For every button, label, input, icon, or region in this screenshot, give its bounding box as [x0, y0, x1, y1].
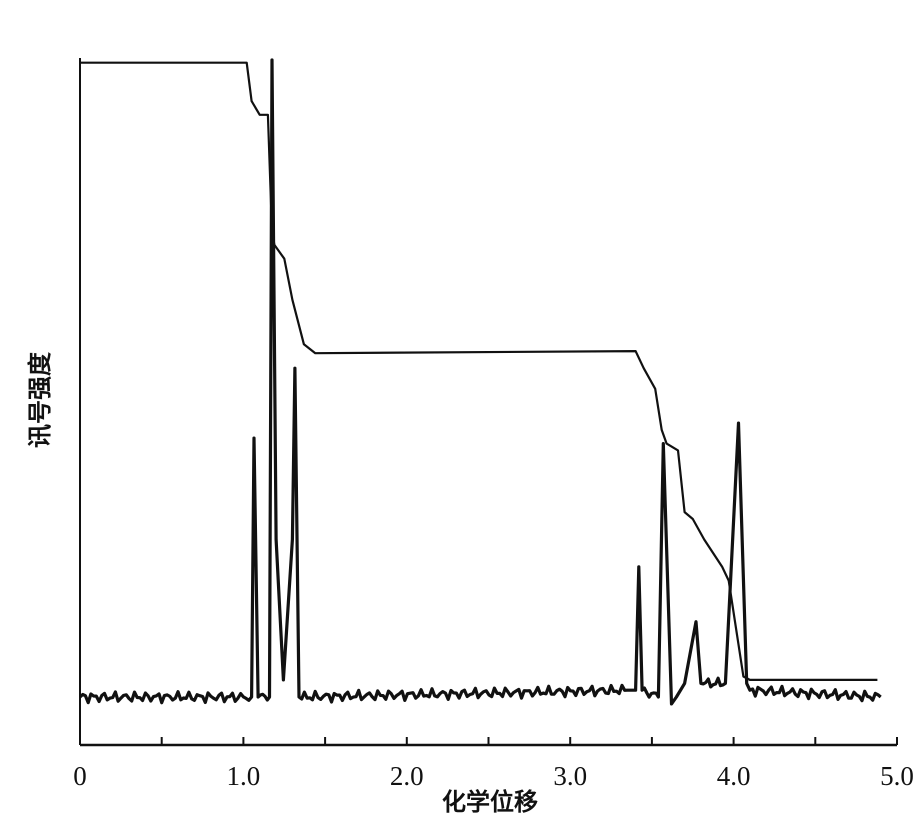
- spectrum-trace: [78, 58, 882, 706]
- y-axis-label: 讯号强度: [26, 351, 54, 448]
- x-tick-label: 4.0: [717, 761, 751, 791]
- x-tick-label: 3.0: [553, 761, 587, 791]
- x-tick-label: 2.0: [390, 761, 424, 791]
- plot-area: [78, 58, 882, 706]
- x-axis-label: 化学位移: [442, 788, 538, 815]
- x-tick-label: 1.0: [227, 761, 261, 791]
- x-tick-label: 5.0: [880, 761, 914, 791]
- x-tick-label: 0: [73, 761, 87, 791]
- axes: [79, 58, 898, 747]
- x-tick-labels: 0 1.0 2.0 3.0 4.0 5.0: [73, 761, 914, 791]
- integration-curve: [80, 61, 878, 682]
